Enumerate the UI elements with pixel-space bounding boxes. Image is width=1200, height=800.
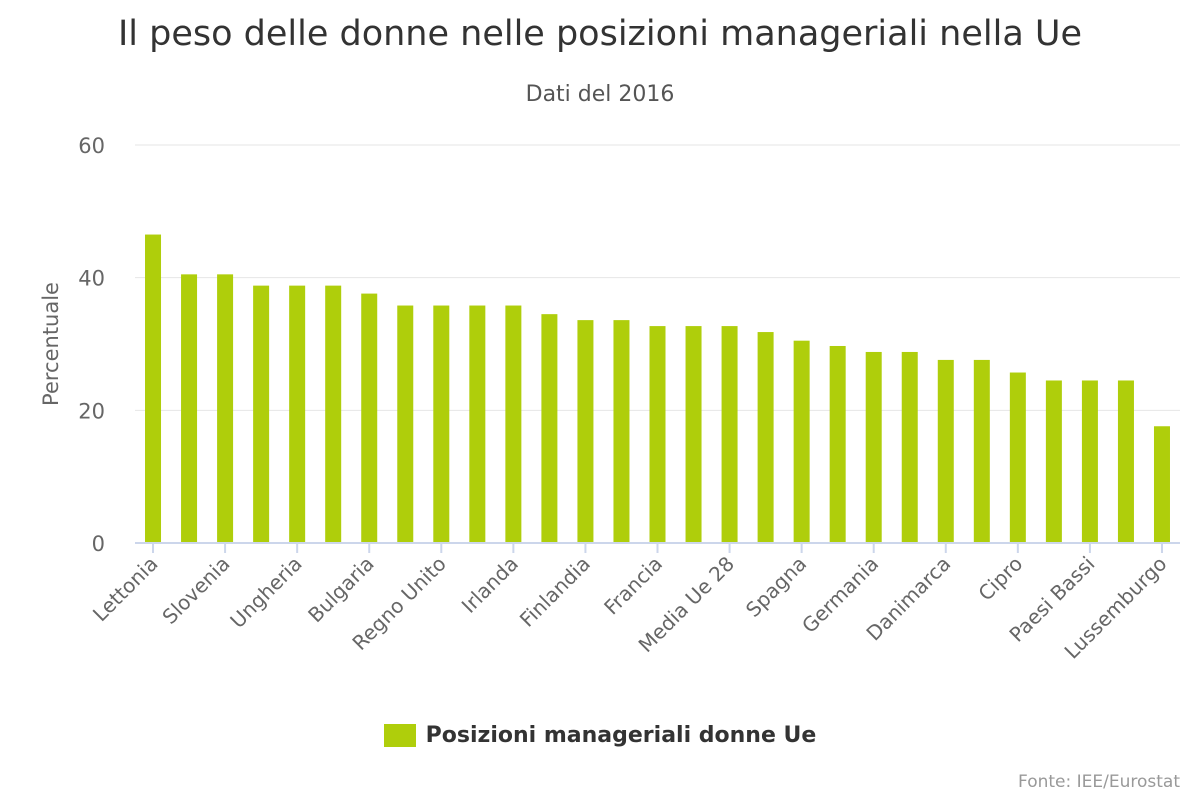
source-credit[interactable]: Fonte: IEE/Eurostat	[1018, 772, 1180, 792]
bar[interactable]	[577, 320, 594, 543]
bar[interactable]	[901, 351, 918, 543]
chart-subtitle: Dati del 2016	[525, 82, 675, 107]
bar[interactable]	[613, 320, 630, 543]
bar[interactable]	[649, 326, 666, 543]
bar-chart: 0 20 40 60 Percentuale LettoniaSloveniaUngh…	[39, 134, 1180, 664]
legend-label: Posizioni manageriali donne Ue	[425, 723, 817, 748]
bar[interactable]	[145, 234, 162, 544]
bar[interactable]	[541, 314, 558, 543]
bars	[145, 234, 1170, 544]
x-tick-label: Cipro	[973, 552, 1027, 606]
legend[interactable]: Posizioni manageriali donne Ue	[0, 723, 1200, 748]
chart-title: Il peso delle donne nelle posizioni mana…	[117, 14, 1083, 54]
bar[interactable]	[1081, 380, 1098, 543]
bar[interactable]	[1009, 372, 1026, 543]
y-tick-label: 20	[78, 399, 105, 423]
bar[interactable]	[217, 274, 234, 543]
bar[interactable]	[865, 351, 882, 543]
x-axis-ticks	[152, 543, 1163, 553]
bar[interactable]	[325, 285, 342, 543]
x-tick-label: Finlandia	[515, 552, 595, 632]
bar[interactable]	[1045, 380, 1062, 543]
x-tick-label: Slovenia	[157, 552, 234, 629]
bar[interactable]	[505, 305, 522, 543]
y-tick-label: 0	[92, 532, 105, 556]
bar[interactable]	[433, 305, 450, 543]
bar[interactable]	[1153, 426, 1170, 543]
bar[interactable]	[757, 332, 774, 543]
bar[interactable]	[793, 340, 810, 543]
x-tick-label: Lettonia	[88, 552, 163, 627]
bar[interactable]	[973, 359, 990, 543]
x-tick-label: Ungheria	[225, 552, 306, 633]
bar[interactable]	[937, 359, 954, 543]
bar[interactable]	[1117, 380, 1134, 543]
x-tick-label: Irlanda	[457, 552, 523, 618]
x-tick-label: Francia	[599, 552, 667, 620]
bar[interactable]	[289, 285, 306, 543]
y-axis-ticks: 0 20 40 60	[78, 134, 105, 556]
bar[interactable]	[469, 305, 486, 543]
y-tick-label: 60	[78, 134, 105, 158]
y-axis-label: Percentuale	[39, 282, 63, 406]
y-tick-label: 40	[78, 267, 105, 291]
bar[interactable]	[253, 285, 270, 543]
bar[interactable]	[397, 305, 414, 543]
bar[interactable]	[361, 293, 378, 543]
x-tick-label: Bulgaria	[303, 552, 379, 628]
bar[interactable]	[685, 326, 702, 543]
x-tick-label: Spagna	[741, 552, 811, 622]
bar[interactable]	[721, 326, 738, 543]
bar[interactable]	[181, 274, 198, 543]
legend-swatch	[383, 724, 416, 747]
bar[interactable]	[829, 345, 846, 543]
